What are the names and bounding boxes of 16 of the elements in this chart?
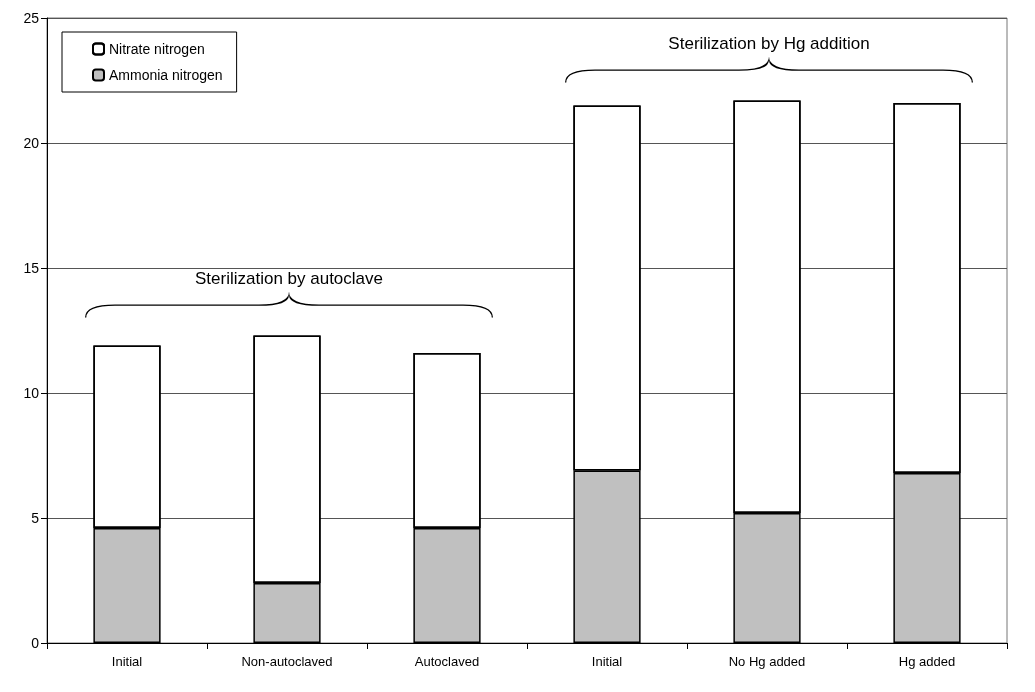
y-tick-label: 0 — [31, 635, 40, 651]
x-tick-label: Autoclaved — [414, 654, 480, 669]
x-tick-label: Initial — [591, 654, 623, 669]
legend-label: Nitrate nitrogen — [109, 41, 205, 57]
x-tick-label: Initial — [111, 654, 143, 669]
y-tick-label: 10 — [23, 385, 40, 401]
x-tick-label: Non-autoclaved — [241, 654, 333, 669]
y-tick-label: 15 — [23, 260, 40, 276]
y-tick-label: 5 — [31, 510, 40, 526]
x-tick-label: Hg added — [898, 654, 956, 669]
annotation: Sterilization by autoclave — [194, 268, 384, 288]
y-tick-label: 25 — [23, 10, 40, 26]
legend-label: Ammonia nitrogen — [109, 67, 223, 83]
x-tick-label: No Hg added — [728, 654, 806, 669]
y-tick-label: 20 — [23, 135, 40, 151]
annotation: Sterilization by Hg addition — [668, 33, 870, 53]
